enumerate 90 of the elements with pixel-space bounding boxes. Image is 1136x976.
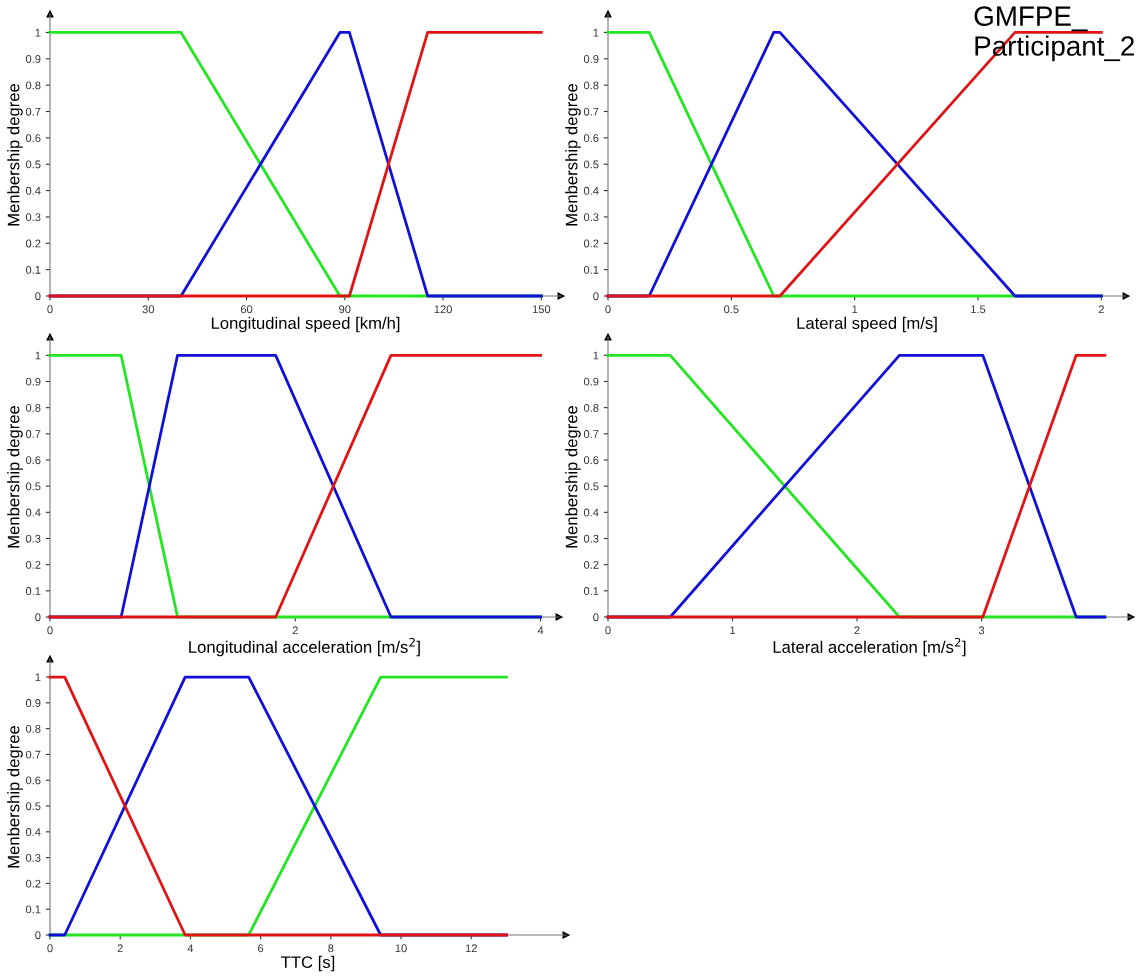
y-tick-label: 0.8 (25, 403, 41, 412)
y-tick-label: 1 (593, 351, 599, 360)
y-tick-label: 0.3 (583, 534, 599, 543)
x-tick-label: 2 (854, 626, 860, 635)
x-axis-title: Longitudinal speed [km/h] (211, 316, 400, 333)
y-tick-label: 0 (593, 292, 599, 301)
y-tick-label: 1 (35, 28, 41, 37)
y-tick-label: 0.5 (583, 482, 599, 491)
y-tick-label: 1 (35, 673, 41, 682)
y-tick-label: 0.6 (25, 456, 41, 465)
x-axis-title: Lateral speed [m/s] (797, 316, 937, 333)
y-tick-label: 0.7 (583, 107, 599, 116)
y-tick-label: 0.6 (25, 134, 41, 142)
x-tick-label: 1 (730, 626, 736, 635)
x-tick-label: 30 (142, 305, 155, 314)
x-tick-label: 12 (465, 944, 477, 953)
x-tick-label: 0 (605, 305, 611, 314)
y-tick-label: 0.5 (25, 482, 41, 491)
x-tick-label: 2 (292, 626, 298, 635)
y-tick-label: 0.8 (25, 81, 41, 90)
x-tick-label: 10 (395, 944, 407, 953)
x-tick-label: 1.5 (971, 305, 986, 314)
y-tick-label: 0.1 (583, 587, 599, 595)
y-tick-label: 0.2 (25, 879, 41, 888)
y-tick-label: 0.2 (25, 560, 41, 569)
y-tick-label: 0.6 (583, 456, 599, 465)
y-tick-label: 0.9 (583, 55, 599, 63)
y-tick-label: 0.3 (25, 853, 41, 862)
y-tick-label: 0.8 (25, 724, 41, 733)
y-tick-label: 0.8 (583, 81, 599, 90)
y-tick-label: 1 (35, 351, 41, 360)
y-tick-label: 0.1 (25, 905, 41, 914)
y-tick-label: 0.4 (583, 508, 599, 517)
y-axis-title: Menbership degree (7, 725, 23, 868)
y-tick-label: 0.9 (25, 55, 41, 63)
y-tick-label: 0.7 (25, 107, 41, 116)
y-tick-label: 0.3 (25, 534, 41, 543)
y-tick-label: 0 (35, 613, 41, 622)
y-tick-label: 0 (593, 613, 599, 622)
y-tick-label: 0.8 (583, 403, 599, 412)
y-tick-label: 0.6 (25, 776, 41, 785)
x-tick-label: 1 (852, 305, 858, 314)
x-tick-label: 3 (978, 626, 985, 635)
x-tick-label: 2 (1098, 305, 1104, 314)
y-tick-label: 0.9 (25, 699, 41, 707)
y-tick-label: 0.1 (583, 265, 599, 274)
y-tick-label: 0.5 (25, 802, 41, 811)
y-tick-label: 0.4 (25, 186, 41, 195)
x-tick-label: 2 (117, 944, 123, 953)
y-tick-label: 0.9 (583, 377, 599, 386)
y-tick-label: 0.2 (583, 239, 599, 248)
y-tick-label: 0.1 (25, 265, 41, 274)
y-tick-label: 0.7 (25, 430, 41, 438)
y-axis-title: Menbership degree (565, 83, 581, 226)
x-tick-label: 120 (434, 305, 452, 314)
y-tick-label: 0.2 (583, 560, 599, 569)
x-axis-title: Longitudinal acceleration [m/s$^{2}$] (189, 637, 420, 657)
y-tick-label: 0 (35, 292, 41, 301)
y-tick-label: 0.5 (25, 160, 41, 169)
x-axis-title: TTC [s] (281, 955, 335, 972)
y-tick-label: 0.4 (25, 828, 41, 836)
x-tick-label: 0.5 (724, 305, 739, 314)
y-tick-label: 0.6 (583, 134, 599, 142)
y-tick-label: 0.2 (25, 239, 41, 248)
x-tick-label: 150 (532, 305, 551, 314)
y-tick-label: 0.7 (25, 750, 41, 759)
y-axis-title: Menbership degree (565, 405, 581, 548)
x-axis-title: Lateral acceleration [m/s$^{2}$] (773, 637, 966, 657)
x-tick-label: 6 (258, 944, 264, 953)
x-tick-label: 0 (605, 626, 611, 635)
y-tick-label: 0.7 (583, 430, 599, 438)
x-tick-label: 4 (187, 944, 194, 953)
y-tick-label: 0 (35, 931, 41, 940)
x-tick-label: 90 (339, 305, 351, 314)
x-tick-label: 8 (328, 944, 334, 953)
y-tick-label: 0.4 (25, 508, 41, 517)
y-axis-title: Menbership degree (7, 405, 23, 548)
y-tick-label: 0.3 (583, 213, 599, 222)
x-tick-label: 0 (47, 944, 53, 953)
y-tick-label: 0.3 (25, 213, 41, 222)
x-tick-label: 0 (47, 626, 53, 635)
y-axis-title: Menbership degree (7, 83, 23, 226)
x-tick-label: 60 (240, 305, 253, 314)
y-tick-label: 0.4 (583, 186, 599, 195)
x-tick-label: 0 (47, 305, 53, 314)
x-tick-label: 4 (537, 626, 544, 635)
y-tick-label: 0.5 (583, 160, 599, 169)
y-tick-label: 1 (593, 28, 599, 37)
y-tick-label: 0.1 (25, 587, 41, 595)
y-tick-label: 0.9 (25, 377, 41, 386)
